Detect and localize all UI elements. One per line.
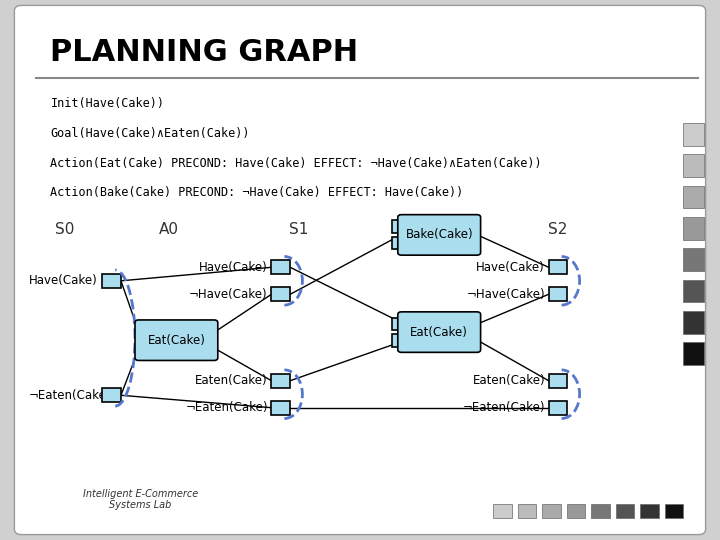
Text: ¬Eaten(Cake): ¬Eaten(Cake)	[29, 389, 112, 402]
FancyBboxPatch shape	[683, 186, 704, 208]
Text: Init(Have(Cake)): Init(Have(Cake))	[50, 97, 164, 110]
Text: A0: A0	[159, 222, 179, 237]
FancyBboxPatch shape	[102, 274, 121, 288]
Text: Bake(Cake): Bake(Cake)	[405, 228, 473, 241]
Text: Eaten(Cake): Eaten(Cake)	[195, 374, 268, 387]
FancyBboxPatch shape	[683, 280, 704, 302]
FancyBboxPatch shape	[549, 374, 567, 388]
FancyBboxPatch shape	[102, 388, 121, 402]
Text: Intelligent E-Commerce
Systems Lab: Intelligent E-Commerce Systems Lab	[83, 489, 198, 510]
Text: PLANNING GRAPH: PLANNING GRAPH	[50, 38, 359, 67]
Text: Have(Cake): Have(Cake)	[477, 261, 545, 274]
Text: Eaten(Cake): Eaten(Cake)	[472, 374, 545, 387]
FancyBboxPatch shape	[683, 342, 704, 365]
Text: S1: S1	[289, 222, 308, 237]
FancyBboxPatch shape	[271, 374, 290, 388]
Text: ¬Have(Cake): ¬Have(Cake)	[189, 288, 268, 301]
FancyBboxPatch shape	[271, 260, 290, 274]
Text: Action(Eat(Cake) PRECOND: Have(Cake) EFFECT: ¬Have(Cake)∧Eaten(Cake)): Action(Eat(Cake) PRECOND: Have(Cake) EFF…	[50, 157, 542, 170]
Text: Goal(Have(Cake)∧Eaten(Cake)): Goal(Have(Cake)∧Eaten(Cake))	[50, 127, 250, 140]
Text: Action(Bake(Cake) PRECOND: ¬Have(Cake) EFFECT: Have(Cake)): Action(Bake(Cake) PRECOND: ¬Have(Cake) E…	[50, 186, 464, 199]
FancyBboxPatch shape	[683, 123, 704, 146]
Text: ¬Have(Cake): ¬Have(Cake)	[467, 288, 545, 301]
Text: ¬Eaten(Cake): ¬Eaten(Cake)	[462, 401, 545, 414]
FancyBboxPatch shape	[549, 401, 567, 415]
Text: Have(Cake): Have(Cake)	[199, 261, 268, 274]
FancyBboxPatch shape	[683, 217, 704, 240]
FancyBboxPatch shape	[392, 334, 410, 347]
FancyBboxPatch shape	[397, 312, 481, 352]
FancyBboxPatch shape	[591, 504, 610, 518]
FancyBboxPatch shape	[683, 248, 704, 271]
Text: A1: A1	[418, 222, 438, 237]
FancyBboxPatch shape	[549, 287, 567, 301]
FancyBboxPatch shape	[665, 504, 683, 518]
FancyBboxPatch shape	[683, 311, 704, 334]
Text: Eat(Cake): Eat(Cake)	[148, 334, 205, 347]
FancyBboxPatch shape	[392, 220, 410, 233]
FancyBboxPatch shape	[616, 504, 634, 518]
Text: Have(Cake): Have(Cake)	[29, 274, 97, 287]
FancyBboxPatch shape	[271, 287, 290, 301]
FancyBboxPatch shape	[549, 260, 567, 274]
FancyBboxPatch shape	[567, 504, 585, 518]
FancyBboxPatch shape	[640, 504, 659, 518]
Text: S0: S0	[55, 222, 74, 237]
FancyBboxPatch shape	[392, 318, 410, 330]
FancyBboxPatch shape	[271, 401, 290, 415]
Text: Eat(Cake): Eat(Cake)	[410, 326, 468, 339]
FancyBboxPatch shape	[135, 320, 217, 361]
FancyBboxPatch shape	[397, 215, 481, 255]
FancyBboxPatch shape	[493, 504, 512, 518]
Text: ¬Eaten(Cake): ¬Eaten(Cake)	[185, 401, 268, 414]
Text: S2: S2	[549, 222, 567, 237]
FancyBboxPatch shape	[392, 237, 410, 249]
FancyBboxPatch shape	[683, 154, 704, 177]
FancyBboxPatch shape	[542, 504, 561, 518]
FancyBboxPatch shape	[518, 504, 536, 518]
